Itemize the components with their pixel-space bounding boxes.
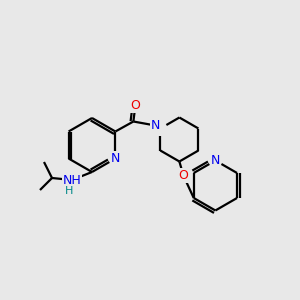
- Text: O: O: [178, 169, 188, 182]
- Text: O: O: [130, 99, 140, 112]
- Text: N: N: [151, 119, 160, 132]
- Text: N: N: [111, 152, 120, 165]
- Text: N: N: [211, 154, 220, 167]
- Text: H: H: [65, 186, 73, 196]
- Text: NH: NH: [63, 173, 81, 187]
